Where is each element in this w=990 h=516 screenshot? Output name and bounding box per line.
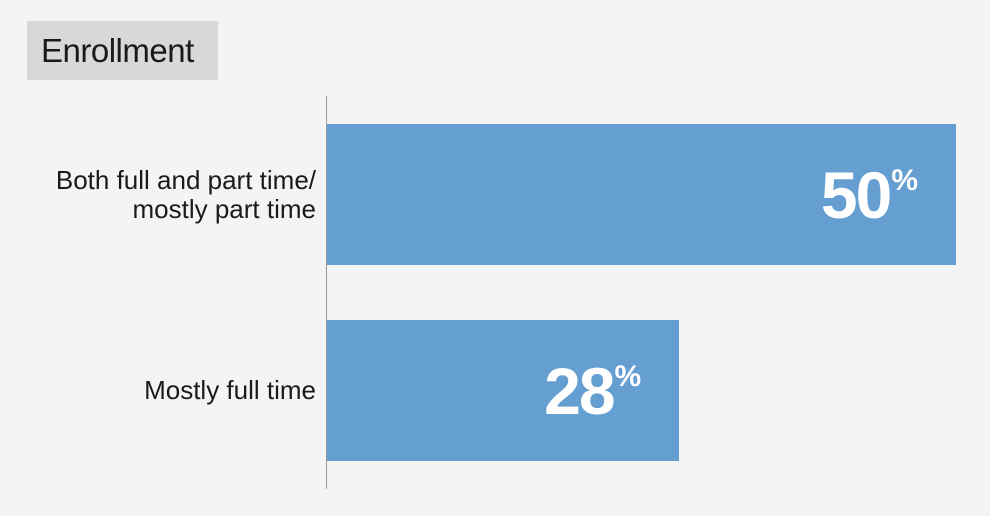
chart-title-box: Enrollment [27,21,218,80]
category-label-0: Both full and part time/mostly part time [55,164,317,224]
bar-0: 50% [327,124,956,265]
category-label-line: Both full and part time/ [55,164,316,195]
bar-1: 28% [327,320,680,461]
category-label-line: mostly part time [132,193,317,224]
y-axis-line [326,96,327,489]
bar-value-suffix: % [891,164,918,197]
bar-value-label-0: 50% [821,124,918,265]
category-label-line: Mostly full time [144,375,316,405]
category-label-1: Mostly full time [144,376,316,405]
bar-value-number: 28 [544,353,615,428]
chart-title: Enrollment [41,31,194,69]
bar-value-number: 50 [820,157,892,232]
bar-value-label-1: 28% [544,320,641,461]
bar-value-suffix: % [614,360,642,393]
